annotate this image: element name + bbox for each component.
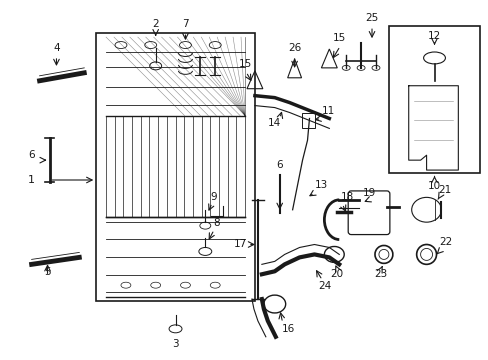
Ellipse shape: [342, 66, 349, 70]
Text: 21: 21: [438, 185, 451, 195]
Text: 1: 1: [28, 175, 35, 185]
Text: 10: 10: [427, 181, 440, 191]
Text: 24: 24: [317, 281, 330, 291]
Bar: [388, 26, 479, 173]
FancyBboxPatch shape: [347, 191, 389, 235]
Text: 19: 19: [362, 188, 375, 198]
Text: 16: 16: [281, 324, 294, 334]
Text: 14: 14: [267, 118, 281, 129]
Bar: [96, 33, 254, 301]
Text: 9: 9: [210, 192, 217, 202]
Ellipse shape: [356, 66, 365, 70]
Ellipse shape: [150, 282, 161, 288]
Text: 6: 6: [28, 150, 35, 160]
Ellipse shape: [423, 52, 445, 64]
Text: 15: 15: [332, 33, 345, 43]
Ellipse shape: [200, 222, 210, 229]
Text: 12: 12: [427, 31, 440, 41]
Text: 20: 20: [330, 269, 343, 279]
Text: 18: 18: [341, 192, 354, 202]
Ellipse shape: [179, 41, 191, 49]
Ellipse shape: [144, 41, 156, 49]
Text: 17: 17: [233, 239, 246, 249]
Text: 11: 11: [321, 105, 334, 116]
Ellipse shape: [209, 41, 221, 49]
Text: 6: 6: [276, 160, 283, 170]
Ellipse shape: [411, 197, 441, 222]
Text: 4: 4: [53, 43, 60, 53]
Text: 15: 15: [238, 59, 251, 69]
Text: 25: 25: [365, 13, 378, 23]
Ellipse shape: [121, 282, 131, 288]
Ellipse shape: [169, 325, 182, 333]
Text: 7: 7: [182, 19, 188, 29]
Ellipse shape: [115, 41, 127, 49]
Text: 5: 5: [44, 267, 51, 277]
Ellipse shape: [199, 247, 211, 255]
Text: 3: 3: [172, 339, 179, 349]
Ellipse shape: [149, 62, 162, 70]
Bar: [301, 113, 315, 129]
Text: 23: 23: [373, 269, 387, 279]
Text: 13: 13: [314, 180, 327, 190]
Text: 26: 26: [287, 43, 301, 53]
Text: 2: 2: [152, 19, 159, 29]
Ellipse shape: [180, 282, 190, 288]
Ellipse shape: [371, 66, 379, 70]
Text: 8: 8: [213, 218, 220, 228]
Text: 22: 22: [439, 238, 452, 247]
Ellipse shape: [210, 282, 220, 288]
